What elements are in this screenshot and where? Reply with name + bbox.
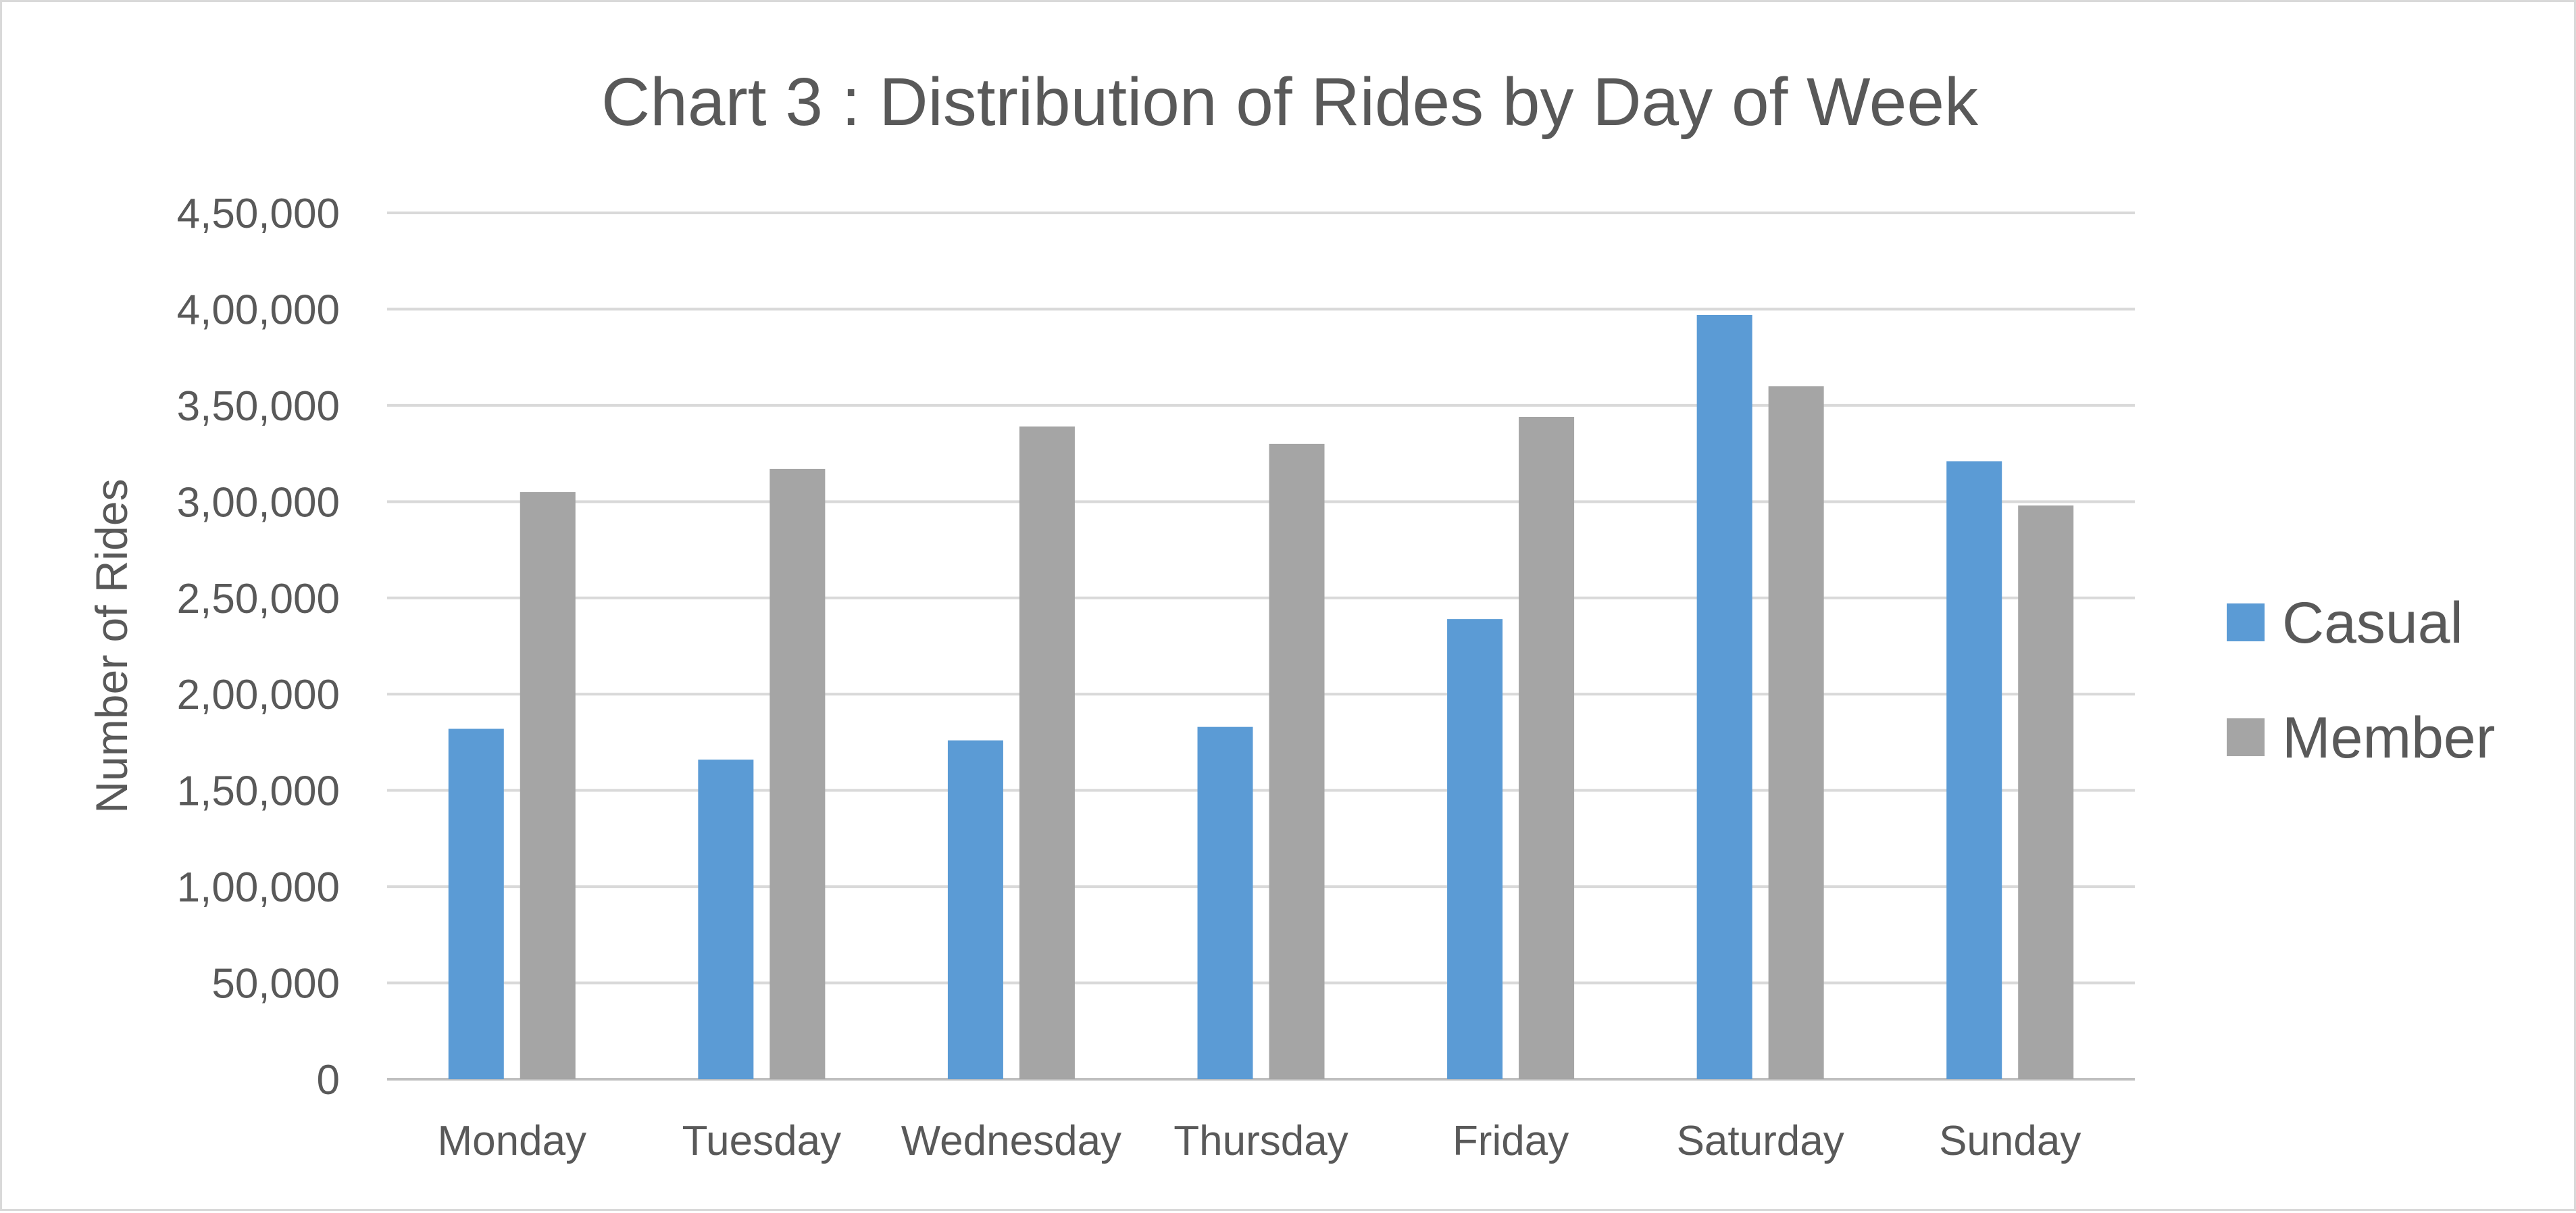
y-tick-label: 0 [317,1057,340,1104]
y-tick-label: 2,00,000 [177,672,340,718]
bar-casual-thursday [1197,726,1253,1079]
bar-casual-wednesday [947,740,1003,1079]
legend-label-member: Member [2282,705,2495,770]
bars [448,314,2074,1080]
x-tick-label: Tuesday [682,1118,842,1164]
y-tick-label: 1,00,000 [177,864,340,911]
bar-member-friday [1519,416,1575,1079]
x-tick-label: Saturday [1677,1118,1844,1164]
x-tick-label: Sunday [1939,1118,2081,1164]
bar-member-saturday [1768,386,1824,1079]
y-tick-label: 50,000 [211,961,340,1008]
x-tick-label: Thursday [1173,1118,1348,1164]
axis-ticks: 0 50,000 1,00,000 1,50,000 2,00,000 2,50,000 3… [177,191,2081,1164]
legend: Casual Member [2227,591,2495,770]
x-tick-label: Monday [437,1118,586,1164]
bar-member-thursday [1269,443,1325,1079]
legend-label-casual: Casual [2282,591,2463,655]
bar-casual-sunday [1946,461,2002,1079]
y-tick-label: 3,00,000 [177,479,340,526]
bar-member-wednesday [1019,426,1075,1079]
chart-title: Chart 3 : Distribution of Rides by Day o… [601,64,1979,140]
legend-swatch-member [2227,718,2265,756]
y-tick-label: 1,50,000 [177,768,340,815]
bar-member-tuesday [769,468,826,1079]
bar-member-sunday [2018,505,2074,1079]
x-tick-label: Friday [1453,1118,1569,1164]
y-tick-label: 3,50,000 [177,383,340,430]
y-tick-label: 4,00,000 [177,287,340,333]
bar-casual-friday [1447,619,1503,1079]
y-tick-label: 4,50,000 [177,191,340,237]
y-axis-label: Number of Rides [86,478,136,813]
x-tick-label: Wednesday [901,1118,1121,1164]
bar-casual-saturday [1696,314,1752,1080]
y-tick-label: 2,50,000 [177,576,340,622]
gridlines [387,212,2135,1081]
bar-member-monday [520,492,576,1079]
bar-casual-tuesday [698,760,754,1079]
legend-swatch-casual [2227,603,2265,641]
bar-casual-monday [448,728,504,1079]
